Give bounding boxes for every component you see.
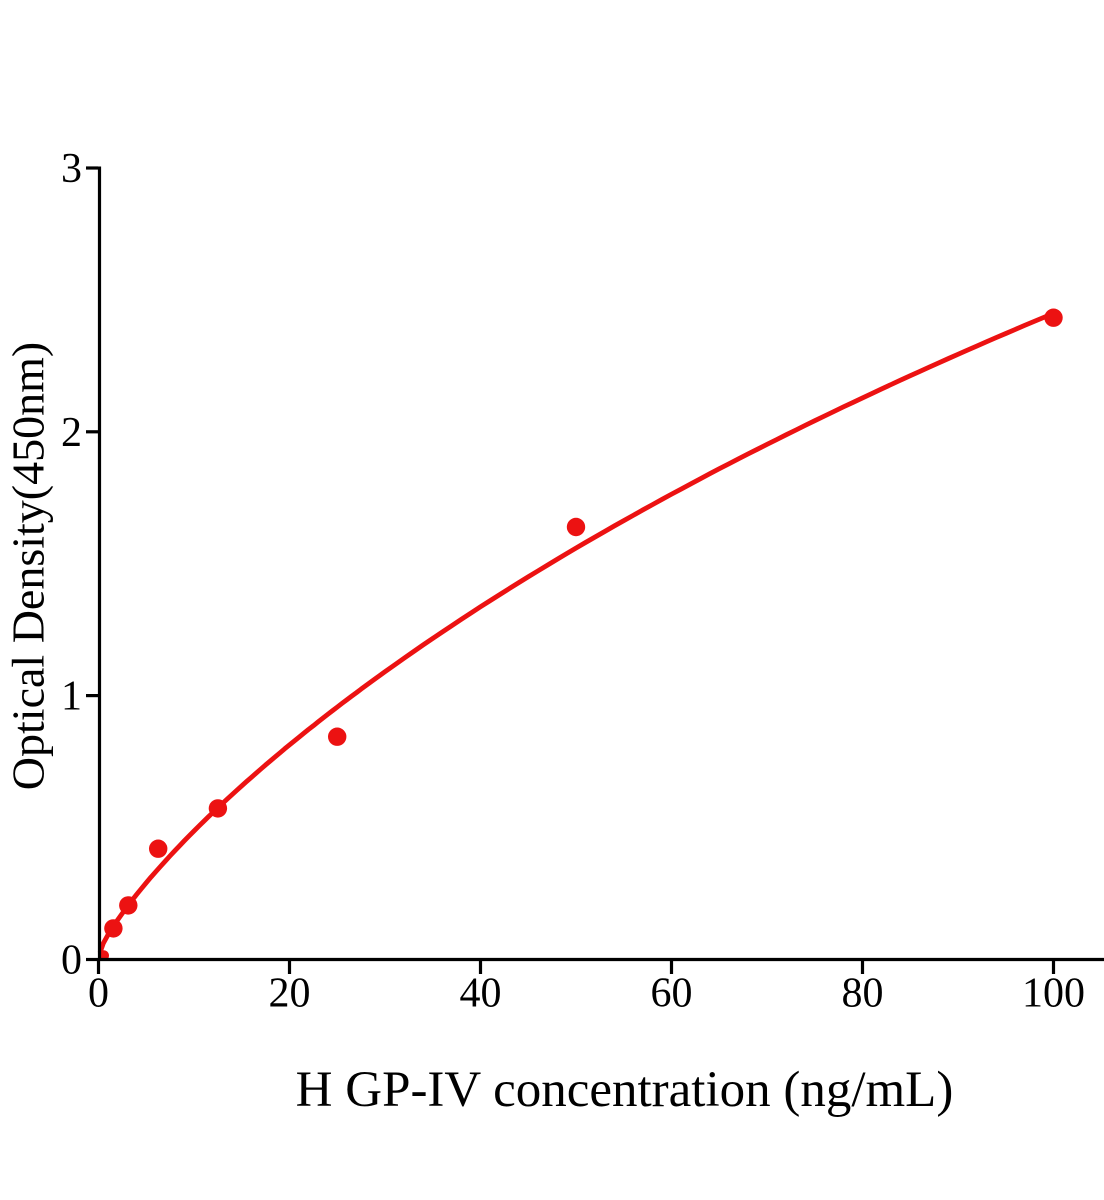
svg-text:0: 0 [88,971,109,1017]
svg-text:1: 1 [61,674,82,720]
svg-text:40: 40 [460,971,502,1017]
svg-text:3: 3 [61,146,82,192]
svg-text:2: 2 [61,410,82,456]
svg-text:20: 20 [269,971,311,1017]
svg-text:H GP-IV concentration (ng/mL): H GP-IV concentration (ng/mL) [296,1062,954,1118]
svg-text:80: 80 [842,971,884,1017]
svg-text:100: 100 [1022,971,1085,1017]
svg-text:Optical Density(450nm): Optical Density(450nm) [3,342,54,790]
svg-text:60: 60 [651,971,693,1017]
svg-text:0: 0 [61,938,82,984]
